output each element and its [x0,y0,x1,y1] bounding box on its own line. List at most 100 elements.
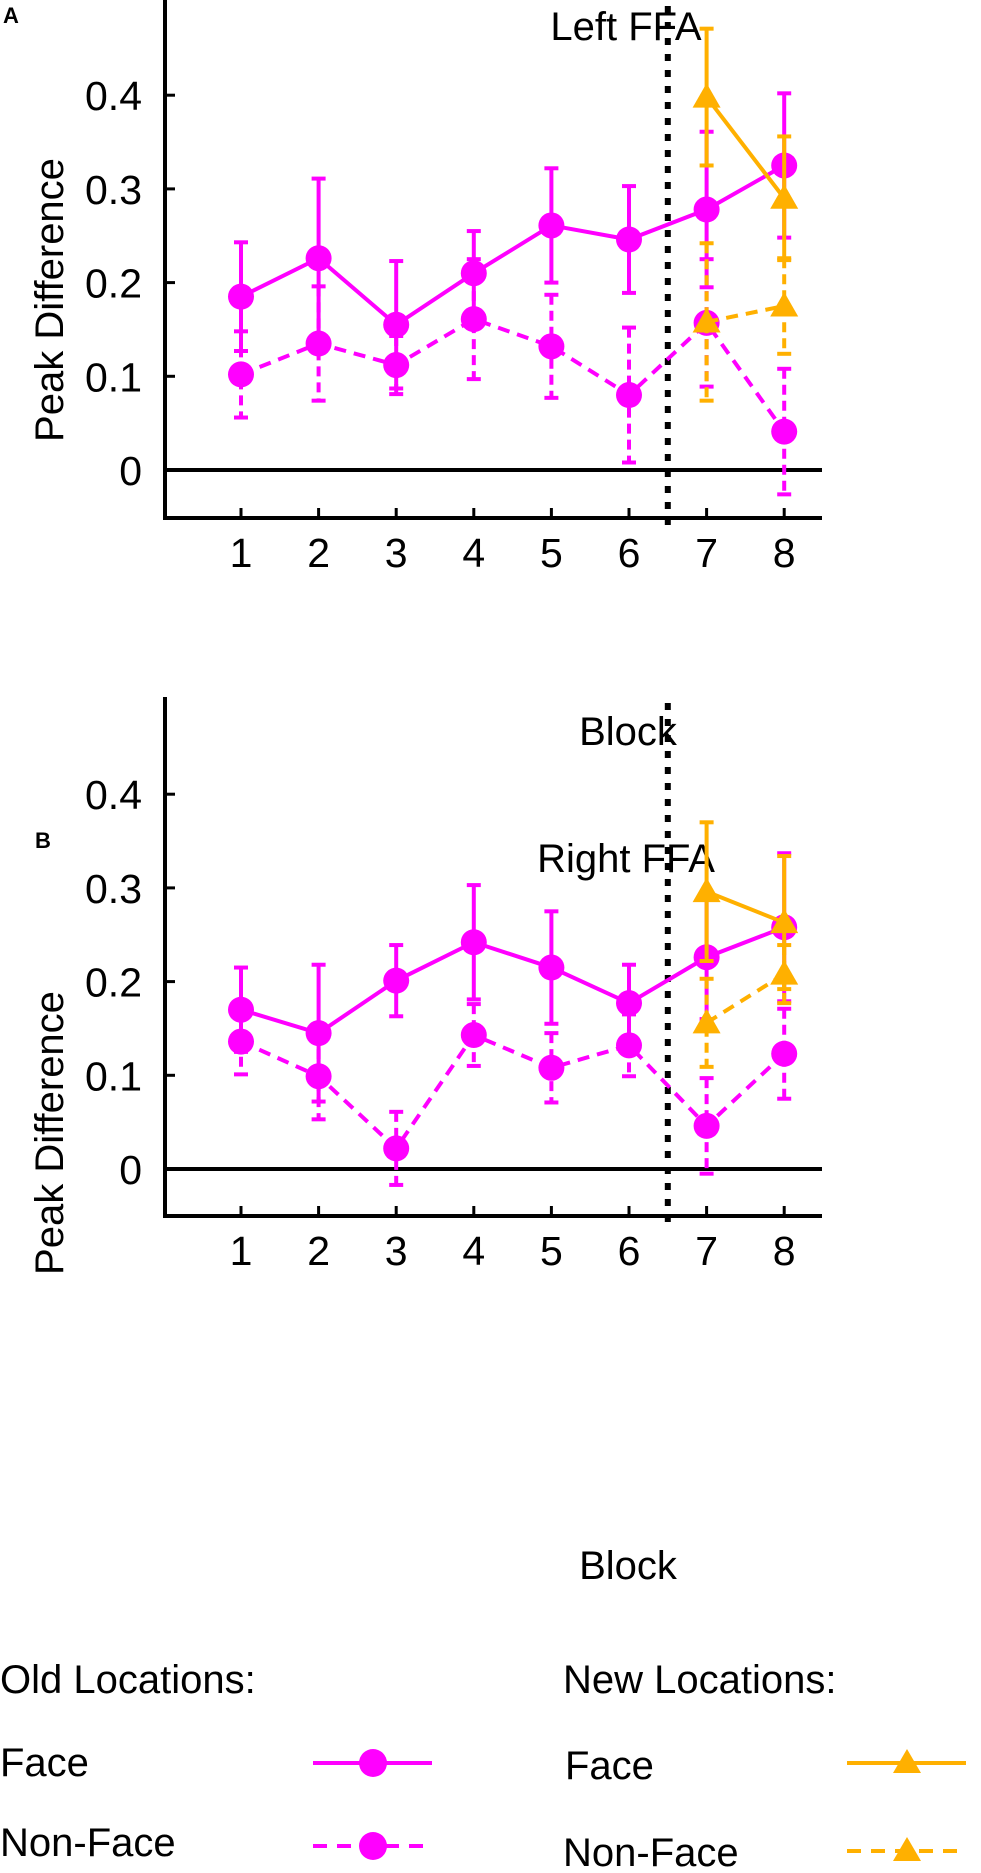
panel-b-x-tick-label: 7 [695,1228,718,1274]
panel-a-old-locations-non-face-errorbar [777,366,792,497]
legend-new-face-label: Face [565,1744,654,1788]
panel-b-old-locations-non-face-errorbar [777,1006,792,1101]
panel-b-old-locations-non-face-point [538,1054,565,1081]
panel-a-title: Left FFA [550,5,701,49]
legend-old-face-swatch [313,1749,432,1777]
panel-b-x-tick-label: 6 [618,1228,641,1274]
legend-new-heading: New Locations: [563,1658,836,1702]
panel-a-x-tick-label: 1 [230,530,253,576]
panel-a-plot: 0 0.1 0.2 0.3 0.4 1 2 3 4 5 6 7 8 [85,0,822,576]
legend-new-nonface-swatch [847,1837,966,1861]
panel-b-letter: B [35,828,51,853]
panel-a-new-locations-non-face-point [770,292,799,317]
panel-b-title: Right FFA [537,837,715,881]
legend-new-nonface-label: Non-Face [563,1831,739,1873]
panel-a-old-locations-non-face-point [460,306,487,333]
panel-a-y-tick-label: 0 [119,448,142,494]
legend-old-face-label: Face [0,1741,89,1785]
legend-old-heading: Old Locations: [0,1658,256,1702]
panel-b-old-locations-non-face-point [460,1022,487,1049]
panel-b-old-locations-non-face-errorbar [311,1031,326,1122]
panel-a-y-tick-label: 0.2 [85,261,142,307]
panel-b-x-tick-label: 4 [462,1228,485,1274]
panel-a-new-locations-non-face-line [706,304,785,324]
panel-a-y-tick-label: 0.4 [85,73,142,119]
panel-b-new-locations-non-face-errorbar [699,976,714,1069]
panel-a-x-tick-label: 5 [540,530,563,576]
panel-b-y-tick-label: 0.4 [85,772,142,818]
panel-a-old-locations-non-face-point [771,418,798,445]
panel-b-new-locations-face-point [770,908,799,934]
legend: Old Locations: New Locations: Face Non-F… [0,1658,966,1873]
panel-b-old-locations-non-face-line [240,1032,786,1152]
panel-a-old-locations-face-point [460,260,487,287]
panel-a-y-tick-label: 0.1 [85,354,142,400]
panel-a-new-locations-non-face-point [692,307,721,333]
panel-a-old-locations-non-face-point [383,352,410,379]
panel-b-old-locations-non-face-point [228,1028,254,1055]
panel-b-y-tick-label: 0.1 [85,1053,142,1099]
panel-b-old-locations-non-face-point [693,1112,720,1139]
panel-a-new-locations-non-face-errorbar [699,241,714,403]
panel-a-old-locations-non-face-point [305,330,332,357]
panel-a-xlabel: Block [579,710,678,754]
panel-a-old-locations-face-point [305,245,332,272]
panel-a-old-locations-non-face-errorbar [389,334,404,397]
panel-b-x-tick-label: 1 [230,1228,253,1274]
panel-a-old-locations-non-face-point [228,361,254,388]
panel-b-old-locations-face-point [538,954,565,981]
panel-a-old-locations-face-line [240,163,786,328]
panel-a-new-locations-face-line [705,95,786,200]
panel-b-old-locations-face-point [616,990,642,1017]
panel-a-x-tick-label: 6 [618,530,641,576]
panel-b-y-tick-label: 0 [119,1147,142,1193]
panel-a-old-locations-face-point [538,212,565,239]
panel-a-x-tick-label: 8 [773,530,796,576]
legend-old-nonface-swatch [313,1832,432,1860]
panel-a-x-tick-label: 3 [385,530,408,576]
panel-a-old-locations-face-point [228,283,254,310]
legend-old-nonface-label: Non-Face [0,1821,176,1865]
panel-b-x-tick-label: 3 [385,1228,408,1274]
panel-b-new-locations-face-point [692,877,721,903]
panel-b-new-locations-non-face-errorbar [777,943,792,1006]
panel-b-y-tick-label: 0.3 [85,866,142,912]
panel-a-letter: A [3,3,19,28]
panel-a-old-locations-non-face-errorbar [234,329,248,420]
panel-b-new-locations-face-line [705,889,785,925]
panel-b-plot: 0 0.1 0.2 0.3 0.4 1 2 3 4 5 6 7 8 [85,697,822,1274]
panel-b-old-locations-face-line [240,925,785,1036]
panel-b-new-locations-non-face-point [770,960,799,985]
panel-b-x-tick-label: 2 [307,1228,330,1274]
panel-a-new-locations-face-point [692,83,721,108]
panel-b-old-locations-non-face-errorbar [622,1012,636,1079]
panel-a-ylabel: Peak Difference [28,158,72,442]
panel-a-y-tick-label: 0.3 [85,167,142,213]
panel-b-old-locations-non-face-point [383,1135,410,1162]
legend-new-face-swatch [847,1749,966,1773]
panel-b-x-tick-label: 8 [773,1228,796,1274]
panel-a-new-locations-face-point [770,184,799,209]
panel-a-x-tick-label: 2 [307,530,330,576]
panel-b-x-tick-label: 5 [540,1228,563,1274]
panel-b-old-locations-non-face-errorbar [466,1002,481,1068]
panel-a-left-ffa: A Left FFA Peak Difference Block 0 0.1 0.2… [3,0,822,754]
panel-a-new-locations-non-face-errorbar [777,256,792,356]
panel-a-old-locations-face-point [383,311,410,338]
panel-a-x-tick-label: 4 [462,530,485,576]
panel-a-old-locations-face-point [693,196,720,223]
panel-b-old-locations-non-face-point [616,1032,642,1059]
panel-a-old-locations-non-face-point [538,333,565,360]
panel-b-ylabel: Peak Difference [28,991,72,1275]
panel-b-old-locations-non-face-point [771,1040,798,1067]
panel-a-old-locations-non-face-point [616,382,642,409]
panel-b-new-locations-non-face-line [705,972,786,1025]
panel-b-old-locations-non-face-errorbar [699,1076,714,1176]
panel-b-old-locations-face-point [383,967,410,994]
panel-b-old-locations-face-point [460,929,487,956]
panel-b-right-ffa: B Right FFA Peak Difference Block 0 0.1 0.… [28,697,822,1588]
panel-b-new-locations-non-face-point [692,1008,721,1034]
panel-a-old-locations-non-face-errorbar [466,257,481,382]
panel-a-old-locations-face-point [616,226,642,253]
